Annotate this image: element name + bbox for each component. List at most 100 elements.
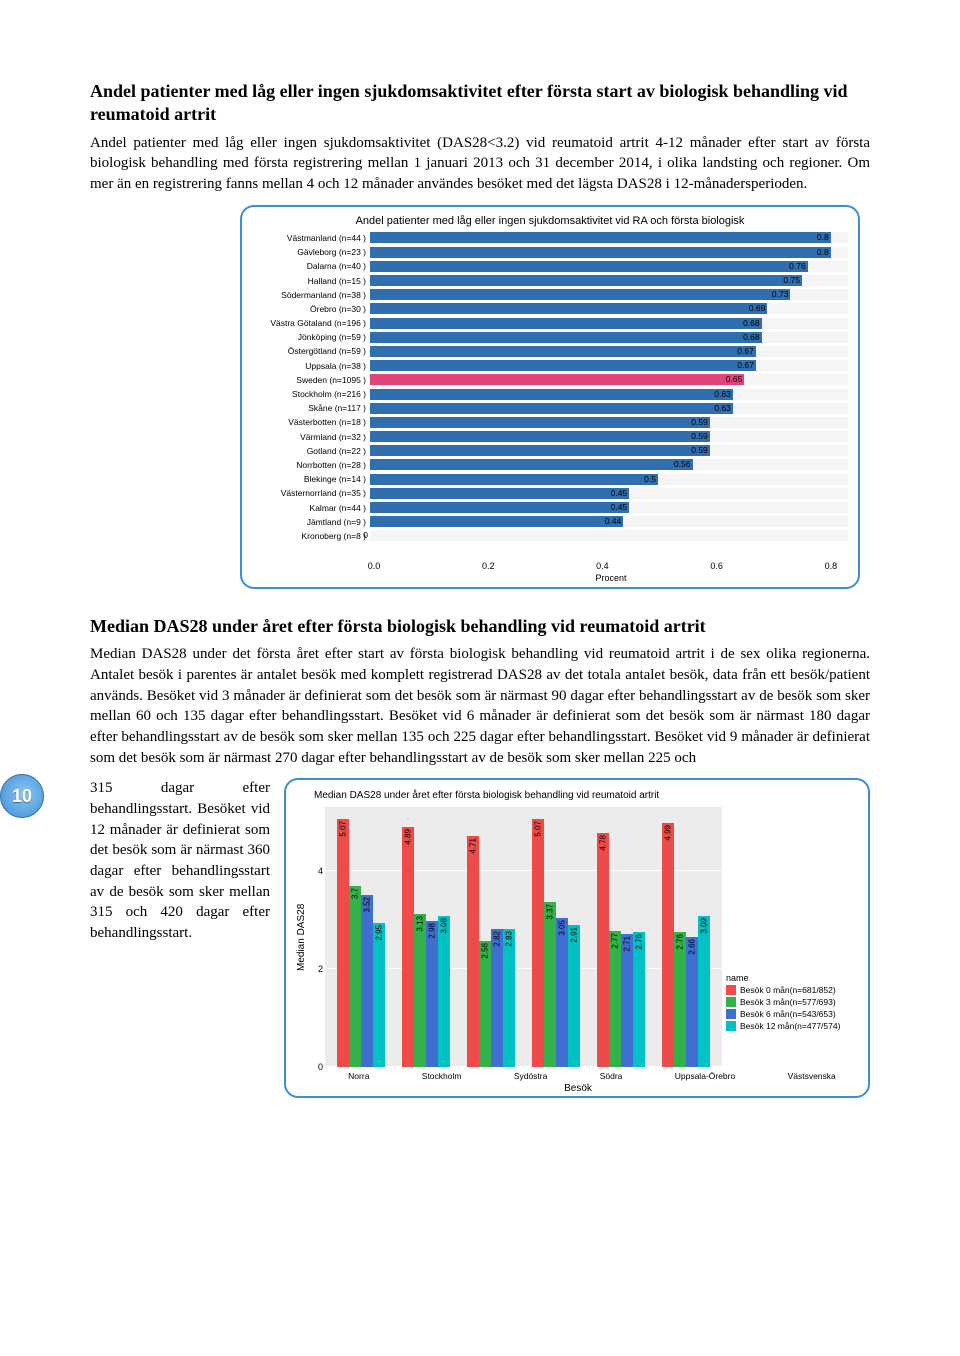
chart2-bar: 2.98 [426,921,438,1067]
chart1-bar-track: 0.44 [370,516,848,527]
chart2-bar: 3.13 [414,914,426,1068]
chart1-row-label: Västerbotten (n=18 ) [252,417,370,427]
chart1-row: Halland (n=15 ) 0.75 [252,273,848,287]
chart2-y-tick: 4 [318,866,323,876]
chart1-bar-track: 0.65 [370,374,848,385]
chart1-bar: 0.75 [370,275,802,286]
chart1-x-axis: Procent 0.00.20.40.60.8 [374,561,848,585]
chart2-legend-item: Besök 0 mån(n=681/852) [726,985,858,995]
chart1-row-label: Örebro (n=30 ) [252,304,370,314]
chart1-bar-track: 0.45 [370,488,848,499]
chart1-row-label: Västmanland (n=44 ) [252,233,370,243]
chart2-legend-item: Besök 3 mån(n=577/693) [726,997,858,1007]
chart1-title: Andel patienter med låg eller ingen sjuk… [252,215,848,227]
chart1-row: Uppsala (n=38 )0.67 [252,359,848,373]
chart1-bar: 0.59 [370,445,710,456]
chart1-x-tick: 0.6 [710,561,723,571]
chart2-bar: 4.71 [467,836,479,1067]
chart1-row: Kronoberg (n=8 )0 [252,529,848,543]
chart2-legend-label: Besök 3 mån(n=577/693) [740,997,836,1007]
chart2-bar: 4.99 [662,823,674,1068]
chart2-bar-value: 2.83 [505,931,514,947]
chart1-bar-value: 0.75 [783,275,800,286]
chart1-row-label: Jönköping (n=59 ) [252,332,370,342]
chart1-bar-track: 0.59 [370,445,848,456]
chart2-bar: 2.95 [373,923,385,1068]
chart2-bar-value: 4.78 [598,835,607,851]
chart1-bar: 0.68 [370,332,762,343]
chart2-legend-item: Besök 12 mån(n=477/574) [726,1021,858,1031]
chart2-x-tick: Södra [600,1071,623,1081]
chart1-row: Blekinge (n=14 )0.5 [252,472,848,486]
chart1-bar-value: 0.59 [691,417,708,428]
chart2-bar-value: 3.7 [351,888,360,899]
chart1-bar-track: 0.59 [370,417,848,428]
section2-body-left: 315 dagar efter behandlingsstart. Besöke… [90,778,270,944]
chart1-bar-track: 0.67 [370,360,848,371]
chart1-row: Västernorrland (n=35 )0.45 [252,486,848,500]
chart2-legend-swatch [726,985,736,995]
chart2-y-tick: 2 [318,964,323,974]
chart2-bar-value: 2.95 [375,925,384,941]
chart2-legend-label: Besök 12 mån(n=477/574) [740,1021,840,1031]
chart1-x-tick: 0.8 [825,561,838,571]
chart2-x-tick: Stockholm [422,1071,462,1081]
chart2-bar-value: 2.66 [687,939,696,955]
chart1-bar-value: 0.69 [749,303,766,314]
chart2-bar: 4.78 [597,833,609,1067]
chart1-bar-track: 0.68 [370,332,848,343]
chart1-row: Östergötland (n=59 )0.67 [252,344,848,358]
chart2-legend: name Besök 0 mån(n=681/852)Besök 3 mån(n… [722,969,862,1037]
chart2-plot: Median DAS28 024 5.073.73.522.954.893.13… [294,807,862,1067]
chart1-row: Kalmar (n=44 )0.45 [252,500,848,514]
chart1-row-label: Halland (n=15 ) [252,276,370,286]
chart1-bar-track: 0.56 [370,459,848,470]
chart1-bar: 0.63 [370,403,733,414]
chart1-bar-track: 0.73 [370,289,848,300]
chart1-bar-value: 0.8 [817,247,829,258]
chart2-container: Median DAS28 under året efter första bio… [284,778,870,1098]
chart2-bar: 2.66 [686,937,698,1067]
chart1-bar-track: 0.5 [370,474,848,485]
chart2-bar-value: 3.52 [363,897,372,913]
chart1-bar-value: 0.76 [789,261,806,272]
chart1-bar-value: 0.5 [644,474,656,485]
chart2-bar: 3.05 [556,918,568,1068]
chart1-bar-track: 0.68 [370,318,848,329]
chart1-row-label: Kronoberg (n=8 ) [252,531,370,541]
chart1-bar: 0.45 [370,488,629,499]
chart2-legend-swatch [726,1021,736,1031]
chart1-bar-value: 0.56 [674,459,691,470]
chart2-bar: 2.76 [674,932,686,1067]
chart1-bar-track: 0.76 [370,261,848,272]
chart1-bar: 0.63 [370,389,733,400]
chart1-bar-track: 0.69 [370,303,848,314]
chart2-legend-swatch [726,997,736,1007]
chart1-row: Jönköping (n=59 )0.68 [252,330,848,344]
chart2-bar-value: 4.71 [469,838,478,854]
chart1-bar: 0.73 [370,289,790,300]
chart2-bar: 5.07 [532,819,544,1068]
chart1-row: Västra Götaland (n=196 )0.68 [252,316,848,330]
chart2-y-tick: 0 [318,1062,323,1072]
chart1-bar-value: 0.8 [817,232,829,243]
chart2-title: Median DAS28 under året efter första bio… [314,790,862,801]
chart2-bar: 3.52 [361,895,373,1068]
chart2-group: 5.073.373.052.91 [532,819,580,1068]
chart1-bar-value: 0 [363,530,368,541]
chart2-bar-value: 3.09 [699,918,708,934]
chart1-bar-value: 0.44 [605,516,622,527]
chart1-bar: 0.59 [370,431,710,442]
chart1-bar-value: 0.63 [714,389,731,400]
chart2-bar: 2.82 [491,929,503,1067]
chart2-bar-value: 2.76 [634,934,643,950]
chart1-bar: 0.8 [370,247,831,258]
chart1-row: Värmland (n=32 )0.59 [252,429,848,443]
chart1-row: Skåne (n=117 )0.63 [252,401,848,415]
chart1-bar-track: 0.8 [370,247,848,258]
chart1-bar: 0.67 [370,346,756,357]
chart1-bar-track: 0 [370,530,848,541]
chart1-bar-track: 0.8 [370,232,848,243]
chart1-bar-value: 0.63 [714,403,731,414]
chart2-y-label: Median DAS28 [294,807,309,1067]
